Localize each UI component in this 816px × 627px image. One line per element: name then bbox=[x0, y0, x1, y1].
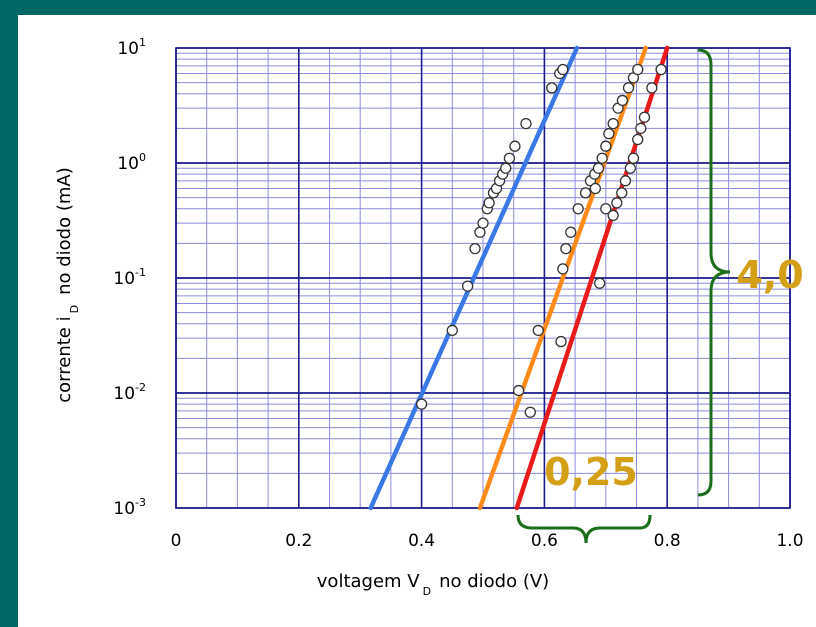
data-point bbox=[461, 280, 474, 292]
data-point bbox=[616, 94, 629, 107]
data-point bbox=[500, 162, 512, 174]
data-point bbox=[632, 63, 644, 76]
data-point bbox=[524, 406, 536, 418]
data-point bbox=[622, 82, 635, 94]
data-point bbox=[469, 242, 481, 255]
data-point bbox=[589, 182, 602, 195]
data-point bbox=[477, 217, 489, 229]
data-point bbox=[565, 226, 577, 238]
y-tick-label: 10-1 bbox=[113, 266, 146, 289]
data-point bbox=[557, 263, 569, 275]
data-point bbox=[579, 187, 592, 199]
fit-line-1 bbox=[368, 45, 580, 511]
data-point bbox=[415, 398, 428, 410]
data-point bbox=[646, 82, 658, 94]
data-point bbox=[607, 117, 619, 130]
data-point bbox=[607, 209, 619, 222]
data-point bbox=[627, 152, 640, 164]
brace-y bbox=[697, 48, 731, 497]
data-point bbox=[546, 82, 558, 94]
data-point bbox=[509, 140, 521, 152]
data-point bbox=[503, 152, 516, 164]
data-point bbox=[611, 197, 623, 209]
annotation-decades: 4,0 bbox=[736, 253, 803, 297]
plot-border bbox=[175, 47, 791, 509]
data-points bbox=[415, 63, 667, 418]
data-point bbox=[560, 242, 572, 255]
data-point bbox=[596, 152, 608, 164]
x-tick-label: 0.6 bbox=[531, 531, 558, 551]
tick-labels: 0 0.2 0.4 0.6 0.8 1.0 101 100 10-1 10-2 10-3 bbox=[113, 36, 803, 551]
braces bbox=[516, 48, 731, 544]
y-tick-label: 10-3 bbox=[113, 496, 146, 519]
data-point bbox=[600, 203, 612, 215]
annotation-delta-v: 0,25 bbox=[544, 450, 638, 494]
data-point bbox=[603, 127, 615, 140]
x-tick-label: 0.8 bbox=[654, 531, 681, 551]
x-tick-label: 1.0 bbox=[776, 531, 803, 551]
x-tick-label: 0.4 bbox=[408, 531, 435, 551]
data-point bbox=[624, 162, 637, 174]
y-tick-label: 10-2 bbox=[113, 381, 146, 404]
data-point bbox=[655, 63, 667, 76]
data-point bbox=[512, 384, 525, 397]
data-point bbox=[532, 324, 544, 337]
data-point bbox=[446, 324, 458, 337]
data-point bbox=[520, 117, 532, 130]
data-point bbox=[632, 133, 644, 146]
brace-x bbox=[516, 514, 652, 544]
x-tick-label: 0.2 bbox=[285, 531, 312, 551]
data-point bbox=[638, 111, 651, 123]
data-point bbox=[592, 162, 605, 174]
data-point bbox=[616, 187, 628, 199]
data-point bbox=[600, 140, 612, 152]
x-tick-label: 0 bbox=[171, 531, 182, 551]
data-point bbox=[555, 335, 567, 348]
y-axis-label: corrente iDno diodo (mA) bbox=[54, 167, 81, 402]
y-tick-label: 101 bbox=[117, 36, 146, 59]
major-grid bbox=[175, 47, 791, 509]
data-point bbox=[557, 63, 569, 76]
data-point bbox=[572, 203, 584, 215]
data-point bbox=[619, 175, 632, 187]
data-point bbox=[594, 277, 606, 289]
data-point bbox=[483, 197, 495, 209]
data-point bbox=[635, 122, 647, 135]
slide: 0 0.2 0.4 0.6 0.8 1.0 101 100 10-1 10-2 10-3 0,25 … bbox=[18, 15, 816, 627]
y-tick-label: 100 bbox=[117, 151, 146, 174]
